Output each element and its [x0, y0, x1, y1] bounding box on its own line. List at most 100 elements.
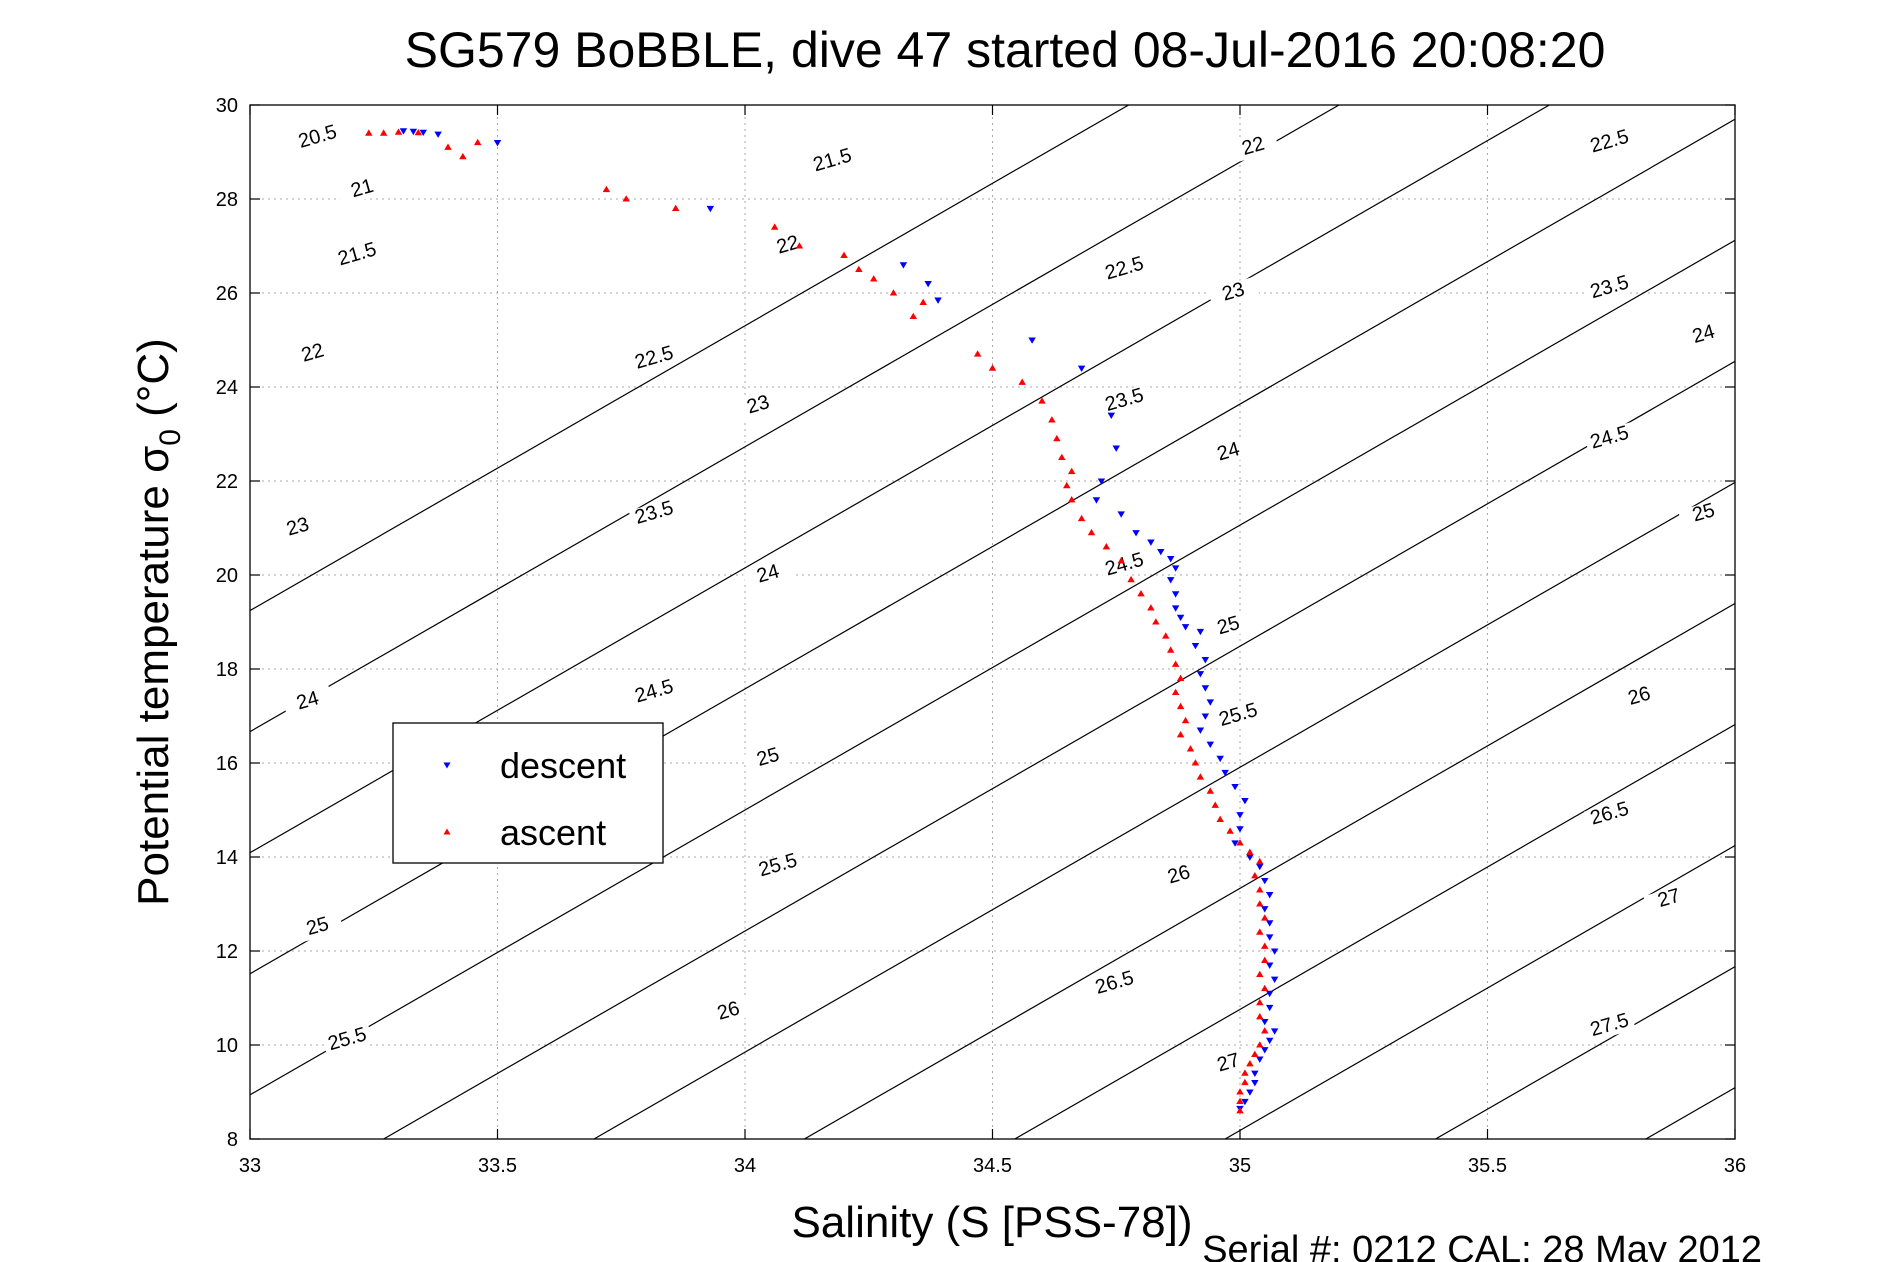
contour-label-bg [628, 497, 681, 531]
contour-label: 22.5 [1588, 126, 1631, 158]
ascent-point [1206, 787, 1215, 794]
descent-point [1265, 934, 1274, 941]
ascent-point [1063, 481, 1071, 489]
contour-label-bg [1643, 882, 1696, 916]
contour-label-bg [762, 229, 814, 263]
ascent-point [394, 128, 403, 135]
contour-label-group: 27 [1643, 882, 1696, 916]
contour-label-group: 21.5 [331, 238, 384, 272]
descent-point [1181, 624, 1190, 631]
descent-point [1132, 530, 1140, 537]
y-tick-label: 24 [216, 377, 238, 399]
contour-label-group: 23.5 [1584, 271, 1636, 305]
contour-label-group: 25 [292, 911, 344, 944]
contour-label-group: 24 [282, 685, 334, 719]
x-tick-label: 36 [1724, 1155, 1746, 1177]
ascent-point [1226, 827, 1234, 834]
density-contour [1645, 1087, 1735, 1139]
ascent-point [1256, 998, 1264, 1006]
descent-point [1112, 445, 1120, 452]
ascent-point [1058, 453, 1066, 461]
ascent-point [1137, 590, 1145, 597]
contour-labels: 20.5 21 21.5 22 23 24 25 25.5 21.5 22 22.5 23 23.5 24… [272, 121, 1730, 1080]
contour-label-bg [1584, 1009, 1636, 1043]
ascent-point [1147, 604, 1155, 611]
legend: descent ascent [392, 722, 664, 864]
ascent-point [1171, 688, 1180, 696]
contour-label-bg [292, 911, 344, 944]
descent-point [1270, 948, 1279, 955]
contour-label-bg [702, 995, 755, 1029]
descent-point [1265, 962, 1274, 969]
contour-label-group: 23 [1207, 276, 1260, 310]
contour-label-bg [1202, 610, 1255, 643]
ascent-point [1018, 378, 1026, 385]
contour-label-bg [321, 1023, 374, 1057]
contour-label-group: 25 [1678, 497, 1730, 531]
legend-box [392, 722, 664, 864]
ascent-point [1038, 397, 1046, 404]
ascent-point [1251, 1050, 1259, 1057]
y-tick-label: 28 [216, 189, 238, 211]
descent-point [1206, 741, 1215, 748]
descent-point [1241, 1098, 1249, 1106]
descent-point [1256, 1056, 1264, 1063]
ascent-point [1176, 731, 1185, 738]
density-contour [804, 602, 1735, 1139]
descent-point [434, 131, 442, 138]
axis-ticks: 33 33.5 34 34.5 35 35.5 3681012141618202224262… [216, 95, 1746, 1177]
descent-point [1196, 727, 1205, 734]
ascent-point [889, 289, 898, 296]
contour-label: 24.5 [1588, 422, 1631, 454]
descent-point [1147, 539, 1155, 546]
ascent-point [1241, 1078, 1249, 1086]
ascent-point [1261, 1027, 1269, 1034]
density-contour [1014, 723, 1735, 1139]
contour-label-bg [1207, 276, 1260, 310]
ascent-point [1067, 467, 1076, 475]
ascent-point [1117, 557, 1125, 564]
ascent-point [869, 275, 878, 282]
contour-label-bg [1613, 680, 1666, 714]
ascent-point [1256, 1013, 1264, 1020]
y-tick-label: 10 [216, 1035, 238, 1057]
ascent-point [473, 138, 482, 146]
contour-label-bg [1098, 384, 1151, 418]
contour-label-group: 25.5 [752, 849, 805, 883]
contour-label-group: 24.5 [628, 675, 681, 709]
descent-point [1201, 657, 1210, 664]
contour-label-bg [1089, 967, 1141, 1001]
density-contours [250, 105, 1735, 1139]
descent-point [1171, 605, 1180, 612]
descent-point [1201, 713, 1210, 720]
density-contour [250, 118, 1735, 975]
contour-label-group: 22.5 [628, 342, 681, 375]
descent-point [1206, 699, 1215, 706]
contour-label-bg [1584, 126, 1636, 159]
descent-point [1261, 1047, 1269, 1054]
contour-label-bg [806, 145, 859, 178]
descent-point [1092, 497, 1101, 504]
ascent-point [1236, 839, 1244, 846]
contour-label-group: 24 [1678, 318, 1730, 352]
descent-point [1097, 478, 1106, 485]
contour-label: 22.5 [1103, 252, 1146, 284]
contour-label: 27.5 [1588, 1009, 1631, 1041]
contour-label-bg [628, 342, 681, 375]
density-contour [250, 105, 1340, 733]
ascent-point [1241, 1069, 1249, 1076]
descent-point [1176, 614, 1185, 622]
descent-point [1270, 976, 1279, 983]
contour-label-bg [1202, 1047, 1255, 1080]
contour-label-group: 23 [272, 511, 324, 545]
y-axis-label-sigma: σ [129, 446, 178, 473]
chart-title: SG579 BoBBLE, dive 47 started 08-Jul-201… [405, 22, 1606, 78]
ascent-point [1186, 745, 1195, 752]
y-tick-label: 8 [227, 1129, 238, 1151]
descent-point [1191, 642, 1200, 650]
density-contour [383, 360, 1735, 1139]
descent-point [1241, 798, 1249, 805]
descent-point [1236, 812, 1244, 819]
contour-label: 23.5 [1588, 271, 1631, 303]
